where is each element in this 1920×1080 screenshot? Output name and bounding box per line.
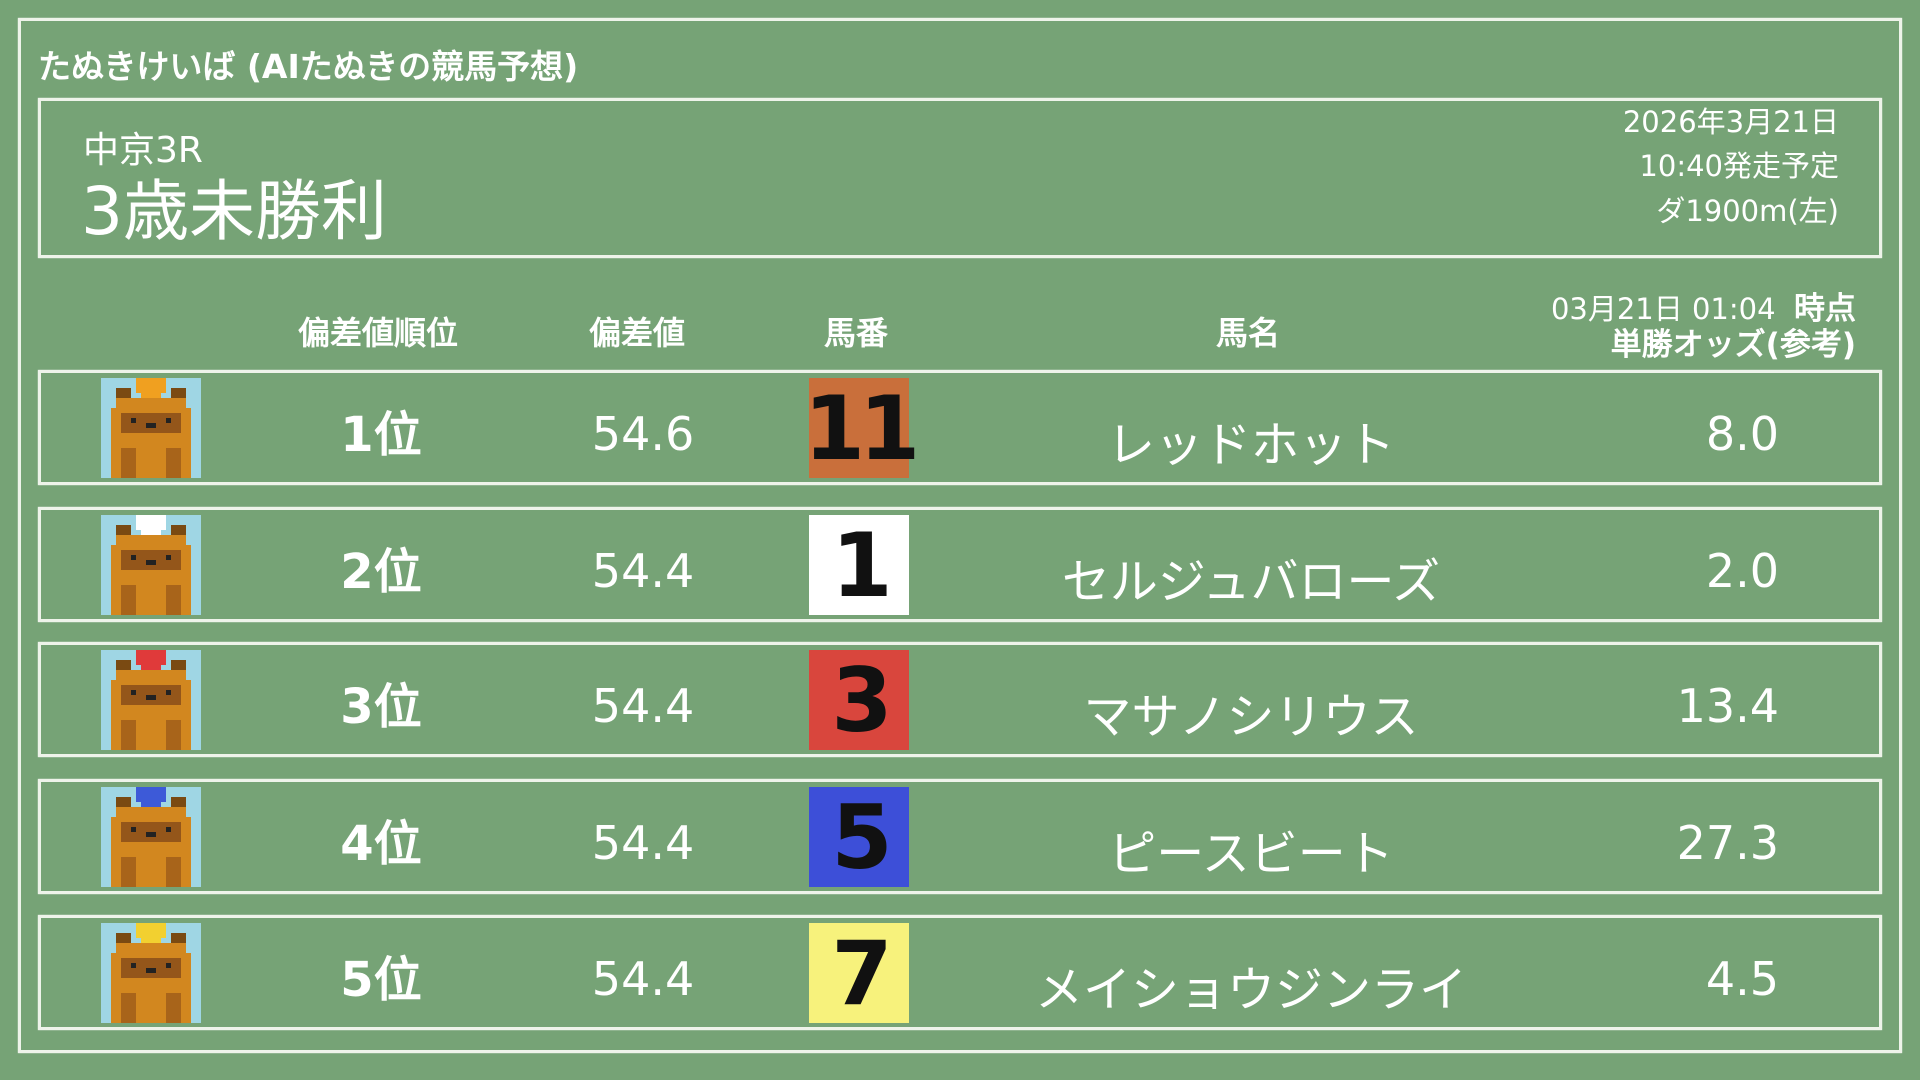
header-number: 馬番 bbox=[823, 314, 889, 352]
horse-number-badge: 11 bbox=[803, 376, 920, 480]
prediction-row: 2位 54.4 1 セルジュバローズ 2.0 bbox=[38, 507, 1882, 622]
prediction-row: 3位 54.4 3 マサノシリウス 13.4 bbox=[38, 642, 1882, 757]
outer-frame bbox=[18, 18, 1902, 1053]
race-info-box: 中京3R 3歳未勝利 2026年3月21日 10:40発走予定 ダ1900m(左… bbox=[38, 98, 1882, 258]
odds-label: 単勝オッズ(参考) bbox=[1610, 326, 1856, 363]
odds-value: 8.0 bbox=[1705, 407, 1779, 461]
horse-number-badge: 3 bbox=[809, 649, 909, 752]
header-odds: 03月21日 01:04 時点 単勝オッズ(参考) bbox=[1550, 291, 1856, 363]
race-name: 3歳未勝利 bbox=[81, 173, 387, 250]
header-name: 馬名 bbox=[1215, 314, 1281, 352]
odds-value: 13.4 bbox=[1676, 679, 1779, 733]
tanuki-avatar-icon bbox=[101, 515, 201, 615]
prediction-row: 4位 54.4 5 ピースビート 27.3 bbox=[38, 779, 1882, 894]
horse-number-badge: 7 bbox=[809, 922, 909, 1025]
prediction-row: 5位 54.4 7 メイショウジンライ 4.5 bbox=[38, 915, 1882, 1030]
tanuki-avatar-icon bbox=[101, 650, 201, 750]
race-course: ダ1900m(左) bbox=[1656, 194, 1839, 228]
tanuki-avatar-icon bbox=[101, 787, 201, 887]
odds-value: 2.0 bbox=[1705, 544, 1779, 598]
race-venue: 中京3R bbox=[83, 130, 203, 171]
odds-value: 4.5 bbox=[1705, 952, 1779, 1006]
horse-number-badge: 1 bbox=[809, 514, 909, 617]
race-date: 2026年3月21日 bbox=[1622, 105, 1839, 139]
race-start-time: 10:40発走予定 bbox=[1639, 149, 1839, 183]
tanuki-avatar-icon bbox=[101, 923, 201, 1023]
site-title: たぬきけいば (AIたぬきの競馬予想) bbox=[38, 47, 579, 86]
prediction-row: 1位 54.6 11 レッドホット 8.0 bbox=[38, 370, 1882, 485]
header-rank: 偏差値順位 bbox=[297, 314, 459, 352]
horse-number-badge: 5 bbox=[809, 786, 909, 889]
header-score: 偏差値 bbox=[588, 314, 686, 352]
odds-value: 27.3 bbox=[1676, 816, 1779, 870]
odds-timestamp: 03月21日 01:04 bbox=[1550, 292, 1776, 326]
odds-timestamp-suffix: 時点 bbox=[1794, 291, 1856, 327]
tanuki-avatar-icon bbox=[101, 378, 201, 478]
